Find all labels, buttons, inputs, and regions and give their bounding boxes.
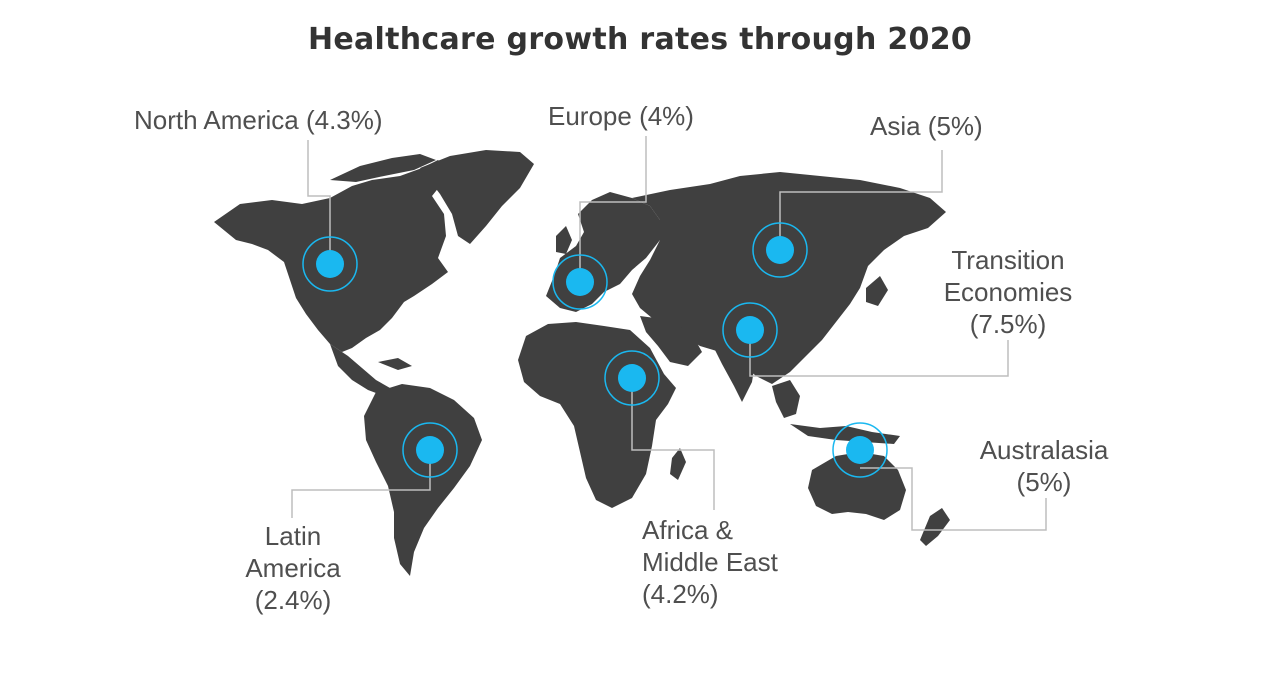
landmass-britain [556,226,572,254]
label-line: Middle East [642,547,778,577]
landmass-caribbean [378,358,412,370]
marker-north-america [302,236,358,292]
label-europe: Europe (4%) [548,100,694,132]
landmass-middle-east [640,316,702,366]
leader-australasia [860,467,1047,531]
leader-lines [291,136,1047,531]
label-transition-economies: Transition Economies (7.5%) [938,244,1078,340]
label-africa-middle-east: Africa & Middle East (4.2%) [642,514,778,610]
leader-latin-america [291,450,431,518]
leader-asia [779,150,943,250]
landmass-indonesia [790,424,900,444]
label-line: Africa & [642,515,734,545]
marker-europe [552,254,608,310]
label-line: Europe (4%) [548,101,694,131]
label-line: (5%) [1016,467,1072,497]
map-title: Healthcare growth rates through 2020 [307,22,973,57]
label-line: (4.2%) [642,579,719,609]
landmass-asia [632,172,946,384]
landmass-canada-islands [330,154,436,182]
landmass-africa [518,322,676,508]
landmass-south-america [364,384,482,576]
label-north-america: North America (4.3%) [134,104,383,136]
leader-north-america [307,140,331,264]
label-line: (2.4%) [254,585,332,615]
label-line: Economies [943,277,1073,307]
label-line: (7.5%) [969,309,1047,339]
landmass-central-america [330,344,390,396]
marker-africa-middle-east [604,350,660,406]
marker-latin-america [402,422,458,478]
label-line: Latin [264,521,322,551]
landmass-madagascar [670,448,686,480]
landmasses [214,150,950,576]
marker-australasia [832,422,888,478]
marker-transition-economies [722,302,778,358]
landmass-southeast-asia [772,380,800,418]
landmass-greenland [420,150,534,244]
leader-transition-economies [749,330,1009,377]
label-latin-america: Latin America (2.4%) [236,520,350,616]
landmass-india [710,340,756,402]
landmass-japan [866,276,888,306]
label-australasia: Australasia (5%) [976,434,1112,498]
label-asia: Asia (5%) [870,110,983,142]
label-line: Transition [951,245,1065,275]
region-markers [302,222,888,478]
label-line: Asia (5%) [870,111,983,141]
leader-europe [579,136,647,282]
landmass-australia [808,452,906,520]
marker-asia [752,222,808,278]
label-line: North America (4.3%) [134,105,383,135]
label-line: America [245,553,341,583]
leader-africa-middle-east [631,378,715,510]
landmass-new-zealand [920,508,950,546]
label-line: Australasia [979,435,1109,465]
